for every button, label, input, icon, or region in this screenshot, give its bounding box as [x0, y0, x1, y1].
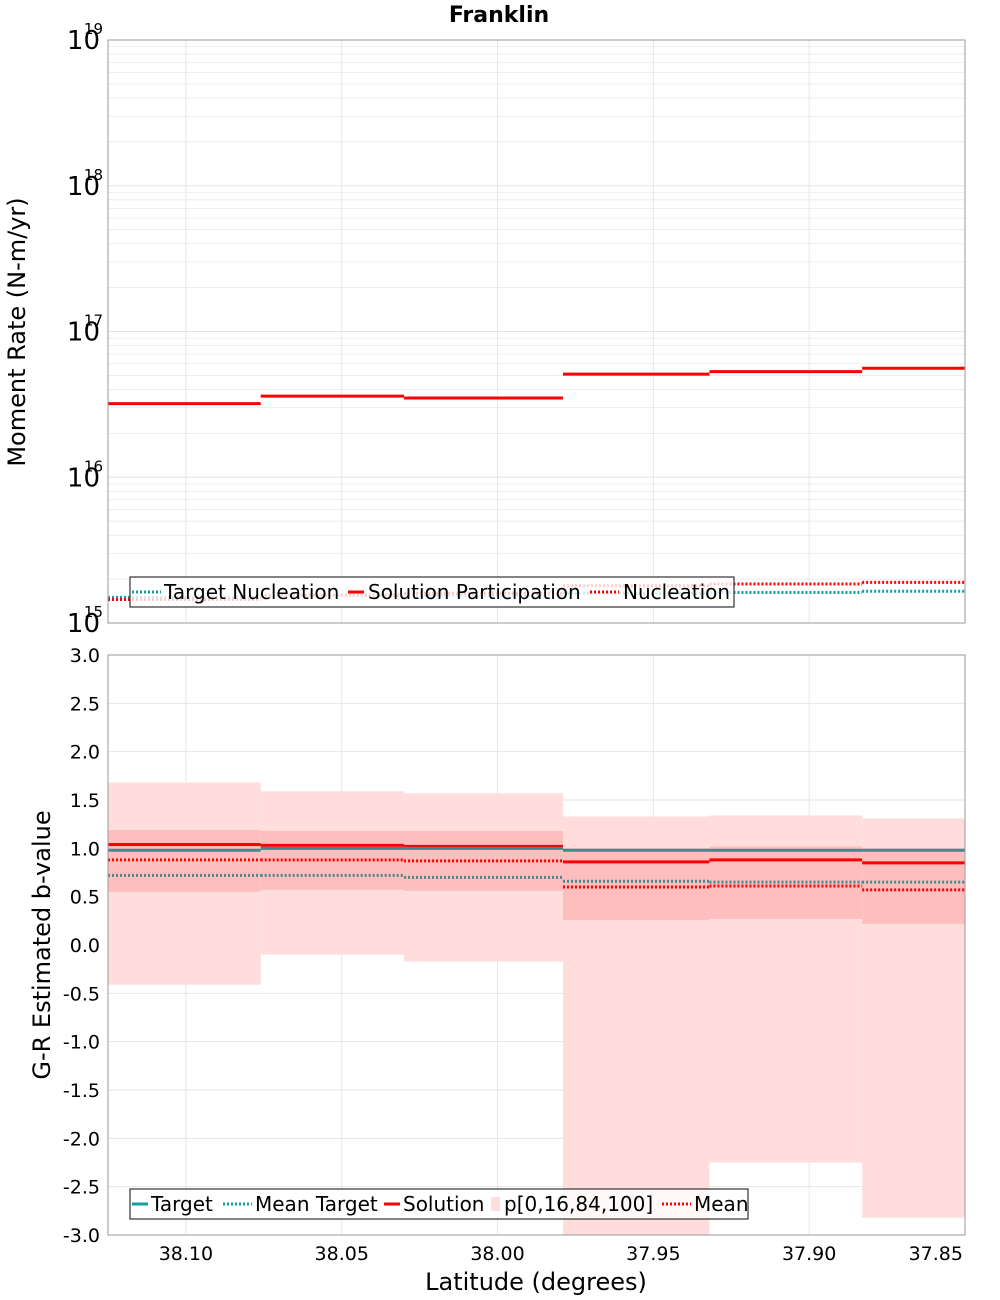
- top-gridlines: [108, 40, 965, 624]
- legend-label-percentiles: p[0,16,84,100]: [504, 1192, 653, 1216]
- legend-label-solution: Solution: [403, 1192, 484, 1216]
- x-tick-label: 37.95: [626, 1243, 680, 1265]
- bottom-y-tick-label: -1.5: [63, 1080, 100, 1102]
- x-tick-label: 38.00: [470, 1243, 524, 1265]
- legend-swatch-percentiles: [491, 1197, 500, 1211]
- percentile-band-inner: [562, 848, 710, 920]
- top-y-tick-exponent: 17: [84, 312, 103, 330]
- legend-label-mean: Mean: [694, 1192, 749, 1216]
- top-y-tick-label: 10: [67, 172, 100, 202]
- x-tick-label: 37.90: [782, 1243, 836, 1265]
- top-frame: [107, 39, 966, 624]
- x-tick-label: 38.10: [159, 1243, 213, 1265]
- top-y-tick-label: 10: [67, 463, 100, 493]
- top-y-tick-exponent: 15: [84, 603, 103, 621]
- x-axis-label: Latitude (degrees): [425, 1268, 647, 1296]
- bottom-y-tick-label: 0.5: [70, 887, 100, 909]
- top-y-tick-label: 10: [67, 609, 100, 639]
- bottom-legend: Target Mean Target Solution p[0,16,84,10…: [129, 1188, 749, 1220]
- bottom-y-tick-label: 2.0: [70, 742, 100, 764]
- bottom-y-tick-label: -1.0: [63, 1032, 100, 1054]
- top-legend: Target Nucleation Solution Participation…: [129, 576, 735, 608]
- top-legend-box: [129, 576, 735, 608]
- x-tick-label: 38.05: [315, 1243, 369, 1265]
- bottom-y-tick-label: 1.0: [70, 838, 100, 860]
- bottom-y-tick-label: 1.5: [70, 790, 100, 812]
- bottom-y-tick-label: 3.0: [70, 645, 100, 667]
- bottom-y-axis-label: G-R Estimated b-value: [28, 810, 56, 1079]
- top-y-tick-exponent: 16: [84, 457, 103, 475]
- bottom-y-tick-label: -0.5: [63, 983, 100, 1005]
- legend-label-target: Target: [150, 1192, 213, 1216]
- bottom-y-tick-label: -2.0: [63, 1128, 100, 1150]
- bottom-x-ticks: 38.10 38.05 38.00 37.95 37.90 37.85: [159, 1243, 963, 1265]
- top-y-tick-exponent: 18: [84, 166, 103, 184]
- chart-title: Franklin: [449, 3, 549, 28]
- legend-label-solution-participation: Solution Participation: [368, 580, 581, 604]
- top-y-axis-label: Moment Rate (N-m/yr): [3, 197, 31, 466]
- bottom-y-ticks: 3.0 2.5 2.0 1.5 1.0 0.5 0.0 -0.5 -1.0 -1.5 -2.0 -2.…: [63, 645, 100, 1247]
- bottom-y-tick-label: -2.5: [63, 1177, 100, 1199]
- legend-label-target-nucleation: Target Nucleation: [163, 580, 339, 604]
- percentile-band-inner: [404, 830, 563, 891]
- top-y-tick-label: 10: [67, 26, 100, 56]
- legend-label-nucleation: Nucleation: [623, 580, 730, 604]
- b-value-panel: 3.0 2.5 2.0 1.5 1.0 0.5 0.0 -0.5 -1.0 -1.5 -2.0 -2.…: [28, 645, 966, 1296]
- top-y-tick-label: 10: [67, 318, 100, 348]
- bottom-y-tick-label: 2.5: [70, 693, 100, 715]
- percentile-band-inner: [260, 830, 405, 890]
- legend-label-mean-target: Mean Target: [255, 1192, 378, 1216]
- bottom-y-tick-label: -3.0: [63, 1225, 100, 1247]
- bottom-y-tick-label: 0.0: [70, 935, 100, 957]
- x-tick-label: 37.85: [909, 1243, 963, 1265]
- percentile-band-inner: [862, 848, 965, 924]
- bottom-frame: [107, 654, 966, 1236]
- bottom-series: [108, 842, 965, 892]
- top-y-tick-exponent: 19: [84, 20, 103, 38]
